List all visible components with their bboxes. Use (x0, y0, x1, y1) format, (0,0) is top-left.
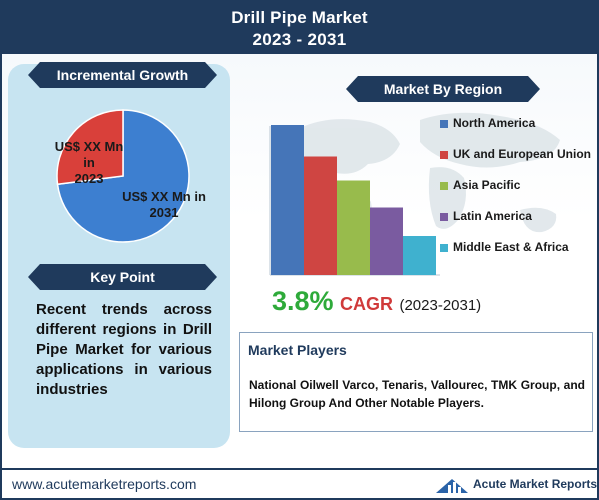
pie-slice-2023 (56, 109, 124, 186)
incremental-growth-ribbon: Incremental Growth (28, 62, 217, 88)
bar-middle-east-africa (403, 236, 436, 275)
map-continent-eurasia (420, 112, 560, 168)
bar-north-america (271, 125, 304, 275)
legend-swatch-1 (440, 151, 448, 159)
cagr-statement: 3.8% CAGR (2023-2031) (272, 286, 481, 317)
cagr-period: (2023-2031) (399, 297, 482, 314)
key-point-ribbon: Key Point (28, 264, 217, 290)
legend-label-1: UK and European Union (453, 147, 591, 161)
map-continent-australia (520, 207, 557, 233)
pie-label-2023-line2: 2023 (74, 171, 104, 186)
website-link[interactable]: www.acutemarketreports.com (12, 476, 197, 492)
legend-swatch-3 (440, 213, 448, 221)
market-players-heading: Market Players (248, 342, 347, 358)
pie-label-2023-line1: US$ XX Mn in (54, 139, 124, 170)
market-players-text: National Oilwell Varco, Tenaris, Vallour… (249, 378, 585, 410)
key-point-text: Recent trends across different regions i… (36, 301, 212, 398)
cagr-label: CAGR (340, 294, 393, 314)
legend-label-3: Latin America (453, 209, 532, 223)
bar-chart-logo-icon (436, 479, 468, 493)
legend-label-4: Middle East & Africa (453, 240, 569, 254)
bars-group (271, 125, 436, 275)
company-logo: Acute Market Reports (435, 474, 597, 494)
bar-asia-pacific (337, 180, 370, 275)
footer-divider (2, 468, 597, 470)
pie-label-2031-line2: 2031 (149, 205, 179, 220)
cagr-value: 3.8% (272, 286, 334, 316)
pie-label-2031: US$ XX Mn in 2031 (112, 189, 216, 221)
legend-swatch-0 (440, 120, 448, 128)
pie-label-2023: US$ XX Mn in 2023 (49, 139, 129, 187)
page-title: Drill Pipe Market (231, 8, 368, 27)
legend-swatch-4 (440, 244, 448, 252)
market-players-box: Market Players National Oilwell Varco, T… (239, 332, 593, 432)
legend-swatch-2 (440, 182, 448, 190)
pie-label-2031-line1: US$ XX Mn in (122, 189, 206, 204)
logo-text: Acute Market Reports (473, 477, 598, 491)
legend-swatches-group (440, 120, 448, 252)
bar-latin-america (370, 207, 403, 275)
market-by-region-ribbon: Market By Region (346, 76, 540, 102)
bar-uk-and-european-union (304, 156, 337, 275)
page-subtitle-years: 2023 - 2031 (252, 30, 347, 49)
map-continent-africa (428, 167, 466, 229)
header: Drill Pipe Market 2023 - 2031 (2, 2, 597, 54)
legend-label-2: Asia Pacific (453, 178, 521, 192)
legend-label-0: North America (453, 116, 536, 130)
